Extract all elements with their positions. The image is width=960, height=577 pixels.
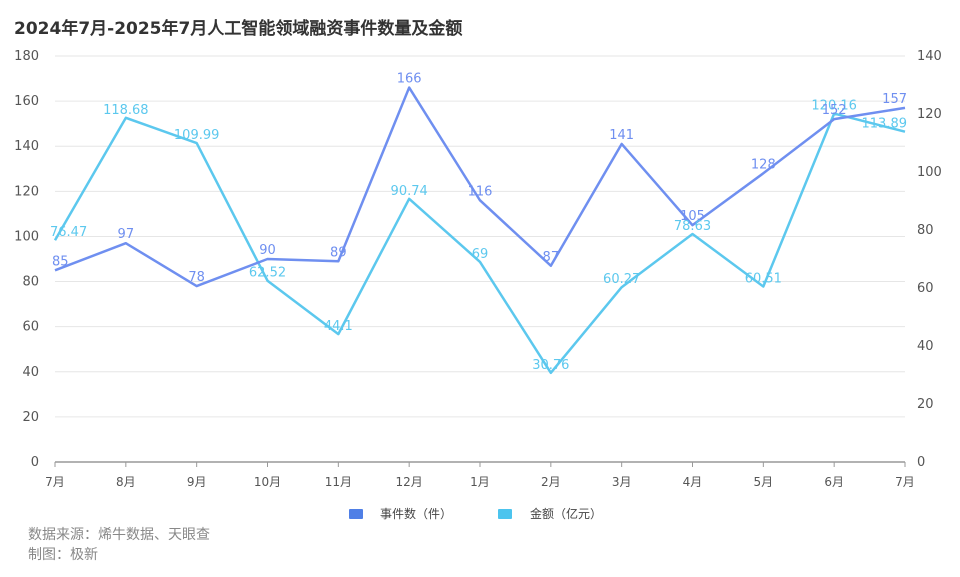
y-right-tick-label: 80 (917, 223, 934, 238)
y-right-tick-label: 0 (917, 455, 925, 470)
amount-data-label: 60.51 (745, 272, 782, 287)
events-data-label: 78 (188, 270, 205, 285)
y-axis-right: 0 20 40 60 80 100 120 140 (917, 49, 942, 470)
series-lines (53, 86, 906, 375)
amount-data-label: 76.47 (50, 225, 87, 240)
events-data-label: 128 (751, 157, 776, 172)
x-tick-label: 8月 (116, 475, 136, 489)
amount-data-label: 60.27 (603, 272, 640, 287)
legend-swatch-events (349, 509, 363, 519)
events-data-label: 97 (118, 227, 135, 242)
amount-data-label: 78.63 (674, 219, 711, 234)
events-data-label: 141 (609, 128, 634, 143)
x-tick-label: 10月 (254, 475, 281, 489)
y-axis-left: 0 20 40 60 80 100 120 140 160 180 (14, 49, 39, 470)
y-left-tick-label: 100 (14, 229, 39, 244)
y-right-tick-label: 100 (917, 165, 942, 180)
amount-data-label: 113.89 (862, 117, 908, 132)
amount-data-label: 118.68 (103, 103, 149, 118)
legend-swatch-amount (498, 509, 512, 519)
legend: 事件数（件） 金额（亿元） (349, 506, 602, 521)
amount-data-label: 109.99 (174, 128, 220, 143)
x-tick-label: 6月 (824, 475, 844, 489)
events-series-line (54, 86, 906, 288)
amount-data-label: 120.16 (811, 99, 857, 114)
x-tick-label: 4月 (683, 475, 703, 489)
maker-note: 制图：极新 (28, 547, 98, 563)
events-data-label: 87 (543, 250, 560, 265)
amount-data-label: 90.74 (391, 184, 428, 199)
events-data-label: 85 (52, 254, 69, 269)
events-data-label: 157 (882, 92, 907, 107)
events-data-label: 166 (397, 72, 422, 87)
x-tick-label: 9月 (187, 475, 207, 489)
chart-title: 2024年7月-2025年7月人工智能领域融资事件数量及金额 (14, 19, 463, 39)
y-left-tick-label: 0 (31, 455, 39, 470)
legend-label-amount: 金额（亿元） (530, 506, 602, 521)
y-left-tick-label: 20 (22, 410, 39, 425)
y-left-tick-label: 180 (14, 49, 39, 64)
grid-lines (55, 55, 905, 418)
amount-series-line (53, 112, 906, 375)
amount-data-label: 69 (472, 247, 489, 262)
y-right-tick-label: 140 (917, 49, 942, 64)
y-right-tick-label: 60 (917, 281, 934, 296)
y-left-tick-label: 120 (14, 184, 39, 199)
y-left-tick-label: 160 (14, 94, 39, 109)
events-data-label: 105 (680, 209, 705, 224)
y-left-tick-label: 140 (14, 139, 39, 154)
y-right-tick-label: 120 (917, 107, 942, 122)
source-note: 数据来源：烯牛数据、天眼查 (28, 527, 210, 543)
amount-data-label: 62.52 (249, 266, 286, 281)
amount-data-label: 30.76 (532, 358, 569, 373)
x-tick-label: 12月 (396, 475, 423, 489)
legend-label-events: 事件数（件） (380, 506, 452, 521)
events-data-label: 152 (822, 103, 847, 118)
x-tick-label: 7月 (895, 475, 915, 489)
amount-data-label: 44.1 (324, 319, 353, 334)
y-right-tick-label: 20 (917, 397, 934, 412)
y-left-tick-label: 60 (22, 320, 39, 335)
data-labels: 76.47 118.68 109.99 62.52 44.1 90.74 69 30.76 60… (50, 72, 907, 373)
x-axis: 7月 8月 9月 10月 11月 12月 1月 2月 3月 4月 5月 6月 7月 (45, 461, 915, 489)
y-left-tick-label: 80 (22, 275, 39, 290)
x-tick-label: 2月 (541, 475, 561, 489)
events-data-label: 89 (330, 245, 347, 260)
x-tick-label: 3月 (612, 475, 632, 489)
y-right-tick-label: 40 (917, 339, 934, 354)
x-tick-label: 7月 (45, 475, 65, 489)
x-tick-label: 5月 (754, 475, 774, 489)
x-tick-label: 1月 (470, 475, 490, 489)
x-tick-label: 11月 (325, 475, 352, 489)
events-data-label: 90 (259, 243, 276, 258)
y-left-tick-label: 40 (22, 365, 39, 380)
events-data-label: 116 (468, 184, 493, 199)
